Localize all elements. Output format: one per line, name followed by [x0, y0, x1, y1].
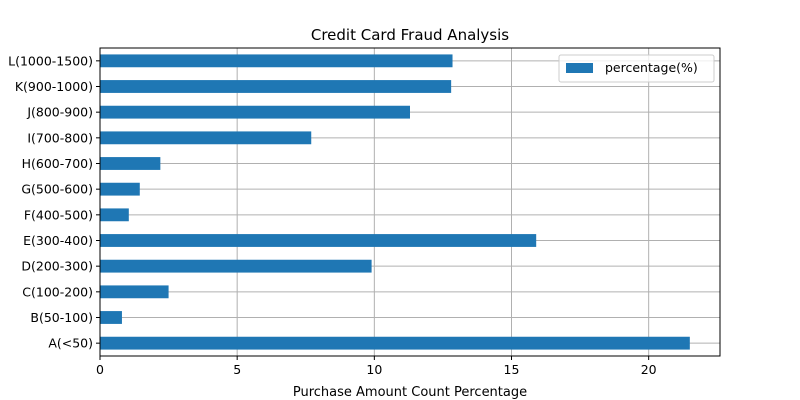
y-tick-label: E(300-400) — [23, 233, 93, 248]
chart-title: Credit Card Fraud Analysis — [311, 26, 509, 44]
y-tick-label: G(500-600) — [21, 182, 93, 197]
axes — [96, 47, 721, 360]
x-tick-label: 5 — [233, 362, 241, 377]
bar — [100, 54, 453, 68]
legend: percentage(%) — [558, 54, 715, 83]
bar — [100, 182, 140, 196]
legend-swatch — [566, 63, 593, 73]
legend-box — [558, 54, 715, 83]
bar — [100, 259, 372, 273]
bar — [100, 311, 122, 324]
bar — [100, 285, 169, 299]
grid — [99, 48, 720, 356]
bars — [100, 54, 690, 350]
y-tick-label: A(<50) — [48, 336, 93, 351]
y-tick-label: B(50-100) — [30, 310, 93, 325]
y-tick-label: K(900-1000) — [15, 79, 93, 94]
tick-labels: 0 5 10 15 20 A(<50) B(50-100) C(100-200) D(200-3… — [8, 53, 657, 377]
bar — [100, 208, 129, 222]
plot-frame — [99, 47, 721, 357]
legend-label: percentage(%) — [605, 60, 698, 75]
x-tick-label: 10 — [366, 362, 382, 377]
bar — [100, 336, 690, 350]
x-tick-label: 15 — [504, 362, 520, 377]
bar — [100, 80, 452, 93]
x-axis-label: Purchase Amount Count Percentage — [293, 385, 527, 400]
y-tick-label: H(600-700) — [22, 156, 93, 171]
y-tick-label: C(100-200) — [22, 284, 93, 299]
x-tick-label: 0 — [96, 362, 104, 377]
bar — [100, 131, 312, 145]
y-tick-label: J(800-900) — [26, 105, 93, 120]
x-tick-label: 20 — [641, 362, 657, 377]
y-tick-label: I(700-800) — [27, 130, 93, 145]
bar — [100, 105, 410, 119]
bar — [100, 157, 161, 170]
y-tick-label: F(400-500) — [24, 207, 93, 222]
bar — [100, 234, 537, 247]
y-tick-label: L(1000-1500) — [8, 53, 93, 68]
y-tick-label: D(200-300) — [21, 259, 93, 274]
